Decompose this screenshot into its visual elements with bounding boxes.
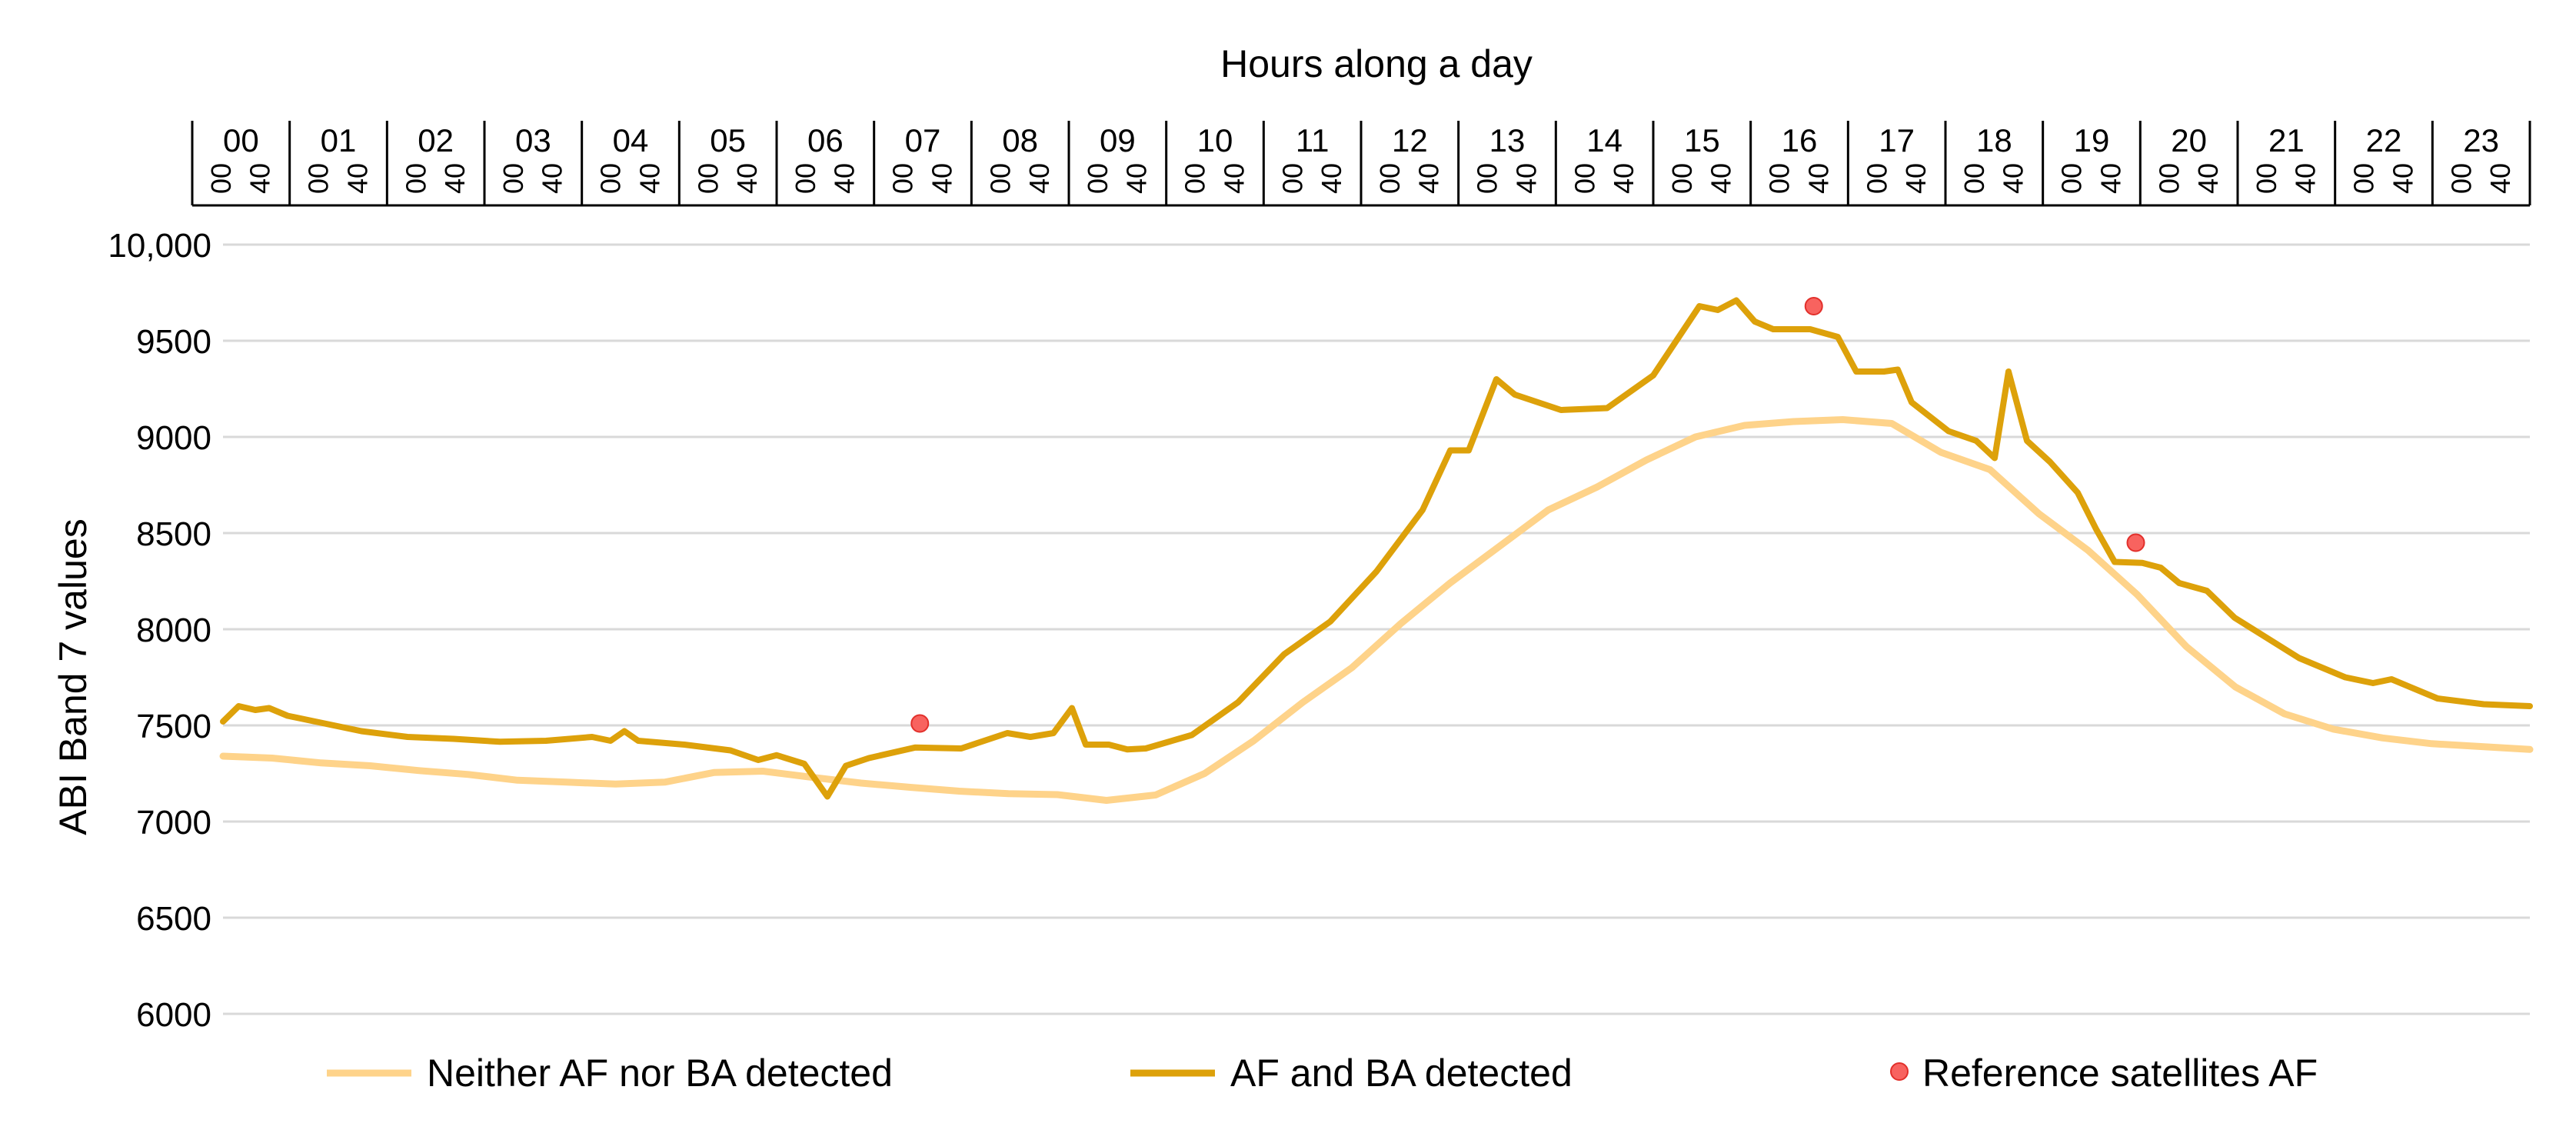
minute-label: 40 — [341, 163, 373, 194]
minute-label: 40 — [1316, 163, 1347, 194]
y-tick-label: 6500 — [136, 900, 211, 938]
minute-label: 00 — [303, 163, 334, 194]
minute-label: 40 — [2484, 163, 2516, 194]
series-layer — [219, 297, 2534, 804]
series-line-af-ba — [220, 297, 2533, 800]
minute-label: 40 — [634, 163, 665, 194]
hour-label: 10 — [1197, 122, 1233, 158]
minute-label: 40 — [731, 163, 763, 194]
minute-label: 00 — [984, 163, 1016, 194]
hour-label: 23 — [2463, 122, 2499, 158]
y-tick-label: 10,000 — [108, 227, 211, 265]
hour-label: 09 — [1100, 122, 1136, 158]
minute-label: 00 — [692, 163, 724, 194]
minute-label: 00 — [1764, 163, 1796, 194]
hour-label: 00 — [223, 122, 259, 158]
minute-label: 00 — [2056, 163, 2088, 194]
hour-label: 19 — [2074, 122, 2110, 158]
minute-label: 00 — [498, 163, 529, 194]
minute-label: 40 — [829, 163, 860, 194]
minute-label: 00 — [2348, 163, 2380, 194]
minute-label: 00 — [1276, 163, 1308, 194]
reference-satellite-point — [2126, 533, 2145, 552]
minute-label: 00 — [2153, 163, 2185, 194]
minute-label: 00 — [595, 163, 627, 194]
hour-label: 04 — [613, 122, 649, 158]
minute-label: 00 — [1180, 163, 1211, 194]
minute-label: 40 — [1900, 163, 1932, 194]
gridlines — [223, 243, 2530, 1015]
hour-label: 14 — [1586, 122, 1622, 158]
series-line-neither — [219, 416, 2534, 804]
minute-label: 00 — [400, 163, 431, 194]
y-axis-ticks: 6000 6500 7000 7500 8000 8500 9000 9500 10,000 — [108, 227, 211, 1034]
legend-label: Reference satellites AF — [1922, 1052, 2318, 1095]
hour-label: 07 — [905, 122, 941, 158]
minute-label: 00 — [887, 163, 919, 194]
y-tick-label: 8500 — [136, 515, 211, 553]
hour-label: 03 — [515, 122, 551, 158]
minute-label: 40 — [537, 163, 568, 194]
y-tick-label: 9000 — [136, 419, 211, 457]
y-tick-label: 8000 — [136, 612, 211, 649]
hour-label: 18 — [1976, 122, 2012, 158]
hour-label: 01 — [321, 122, 357, 158]
minute-label: 40 — [2192, 163, 2224, 194]
y-tick-label: 7500 — [136, 708, 211, 745]
minute-label: 40 — [1218, 163, 1250, 194]
minute-label: 40 — [1413, 163, 1445, 194]
reference-satellite-point — [910, 714, 930, 733]
minute-label: 00 — [1472, 163, 1503, 194]
minute-label: 00 — [1666, 163, 1698, 194]
minute-label: 40 — [1121, 163, 1153, 194]
legend: Neither AF nor BA detected AF and BA dete… — [327, 1052, 2318, 1095]
y-tick-label: 6000 — [136, 996, 211, 1034]
minute-label: 40 — [1998, 163, 2029, 194]
hour-label: 21 — [2268, 122, 2305, 158]
minute-label: 00 — [1959, 163, 1990, 194]
reference-satellite-point — [1804, 297, 1823, 315]
hour-label: 08 — [1002, 122, 1038, 158]
y-tick-label: 9500 — [136, 323, 211, 361]
y-axis-label: ABI Band 7 values — [52, 518, 95, 835]
hour-label: 02 — [418, 122, 454, 158]
minute-label: 40 — [1706, 163, 1737, 194]
minute-label: 40 — [1023, 163, 1055, 194]
minute-label: 00 — [2445, 163, 2477, 194]
minute-label: 40 — [245, 163, 276, 194]
minute-label: 40 — [1510, 163, 1542, 194]
minute-label: 00 — [2251, 163, 2282, 194]
hour-label: 06 — [807, 122, 844, 158]
hour-label: 11 — [1296, 122, 1330, 158]
y-tick-label: 7000 — [136, 804, 211, 842]
minute-label: 40 — [2290, 163, 2321, 194]
minute-label: 00 — [1374, 163, 1406, 194]
legend-label: Neither AF nor BA detected — [427, 1052, 893, 1095]
hour-label: 05 — [710, 122, 746, 158]
legend-label: AF and BA detected — [1230, 1052, 1573, 1095]
minute-label: 00 — [1082, 163, 1113, 194]
legend-swatch — [1890, 1062, 1909, 1081]
hour-label: 17 — [1879, 122, 1915, 158]
hour-label: 20 — [2171, 122, 2207, 158]
minute-label: 00 — [205, 163, 237, 194]
hour-label: 22 — [2366, 122, 2402, 158]
top-axis-title: Hours along a day — [1220, 42, 1533, 85]
minute-label: 40 — [1802, 163, 1834, 194]
minute-label: 00 — [1569, 163, 1600, 194]
hour-label: 12 — [1392, 122, 1428, 158]
minute-label: 40 — [926, 163, 957, 194]
hour-label: 15 — [1684, 122, 1720, 158]
minute-label: 00 — [790, 163, 821, 194]
hour-label: 16 — [1782, 122, 1818, 158]
minute-label: 40 — [2095, 163, 2126, 194]
minute-label: 40 — [2387, 163, 2418, 194]
minute-label: 40 — [1608, 163, 1639, 194]
minute-label: 40 — [439, 163, 471, 194]
minute-label: 00 — [1861, 163, 1892, 194]
hour-label: 13 — [1489, 122, 1526, 158]
